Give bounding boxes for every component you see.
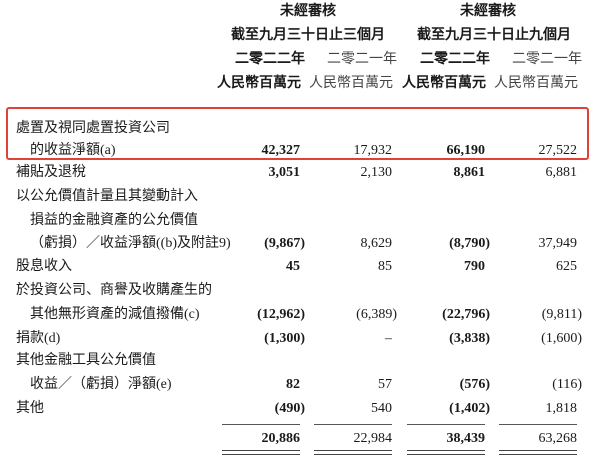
cell-value: 45 <box>286 259 300 274</box>
cell-value: (6,389) <box>356 307 397 322</box>
row-label: 於投資公司、商譽及收購產生的 <box>16 283 212 298</box>
cell-value: 63,268 <box>538 431 578 446</box>
year-header: 二零二一年 <box>512 52 582 67</box>
row-label: 以公允價值計量且其變動計入 <box>16 189 198 204</box>
audit-header-9m: 未經審核 <box>460 4 516 19</box>
cell-value: – <box>385 331 392 346</box>
row-label: 捐款(d) <box>16 331 61 346</box>
unit-header: 人民幣百萬元 <box>494 76 578 91</box>
total-double-rule <box>499 450 577 455</box>
subtotal-rule <box>314 424 392 425</box>
row-label: 補貼及退稅 <box>16 165 86 180</box>
row-label: 收益／（虧損）淨額(e) <box>30 377 172 392</box>
unit-header: 人民幣百萬元 <box>402 76 486 91</box>
audit-header-3m: 未經審核 <box>280 4 336 19</box>
cell-value: (9,811) <box>541 307 582 322</box>
cell-value: 22,984 <box>353 431 393 446</box>
unit-header: 人民幣百萬元 <box>309 76 393 91</box>
cell-value: 6,881 <box>545 165 578 180</box>
row-label: 處置及視同處置投資公司 <box>16 121 170 136</box>
cell-value: 540 <box>371 401 392 416</box>
year-header: 二零二二年 <box>420 52 490 67</box>
cell-value: (22,796) <box>442 307 490 322</box>
cell-value: 2,130 <box>360 165 393 180</box>
row-label: 的收益淨額(a) <box>30 143 116 158</box>
cell-value: 37,949 <box>538 236 578 251</box>
cell-value: (576) <box>459 377 490 392</box>
cell-value: (1,300) <box>264 331 305 346</box>
cell-value: 38,439 <box>446 431 486 446</box>
cell-value: 82 <box>286 377 300 392</box>
subtotal-rule <box>222 424 300 425</box>
period-header-3m: 截至九月三十日止三個月 <box>231 28 385 43</box>
subtotal-rule <box>499 424 577 425</box>
cell-value: 625 <box>556 259 577 274</box>
year-header: 二零二二年 <box>235 52 305 67</box>
row-label: 其他金融工具公允價值 <box>16 353 156 368</box>
total-double-rule <box>222 450 300 455</box>
year-header: 二零二一年 <box>327 52 397 67</box>
row-label: 其他 <box>16 401 44 416</box>
cell-value: (8,790) <box>449 236 490 251</box>
cell-value: 790 <box>464 259 485 274</box>
subtotal-rule <box>407 424 485 425</box>
total-double-rule <box>314 450 392 455</box>
period-header-9m: 截至九月三十日止九個月 <box>417 28 571 43</box>
row-label: （虧損）／收益淨額((b)及附註9) <box>30 236 231 251</box>
cell-value: (1,402) <box>449 401 490 416</box>
cell-value: (490) <box>274 401 305 416</box>
cell-value: (1,600) <box>541 331 582 346</box>
total-double-rule <box>407 450 485 455</box>
cell-value: (3,838) <box>449 331 490 346</box>
row-label: 股息收入 <box>16 259 72 274</box>
cell-value: 8,861 <box>453 165 486 180</box>
cell-value: 17,932 <box>353 143 393 158</box>
cell-value: 20,886 <box>261 431 301 446</box>
cell-value: 8,629 <box>360 236 393 251</box>
cell-value: 85 <box>378 259 392 274</box>
cell-value: 27,522 <box>538 143 578 158</box>
cell-value: 57 <box>378 377 392 392</box>
unit-header: 人民幣百萬元 <box>217 76 301 91</box>
highlight-box <box>6 107 589 160</box>
cell-value: (12,962) <box>257 307 305 322</box>
row-label: 其他無形資產的減值撥備(c) <box>30 307 200 322</box>
cell-value: 66,190 <box>446 143 486 158</box>
cell-value: 42,327 <box>261 143 301 158</box>
cell-value: (116) <box>552 377 582 392</box>
cell-value: (9,867) <box>264 236 305 251</box>
row-label: 損益的金融資產的公允價值 <box>30 213 198 228</box>
cell-value: 1,818 <box>545 401 578 416</box>
cell-value: 3,051 <box>268 165 301 180</box>
